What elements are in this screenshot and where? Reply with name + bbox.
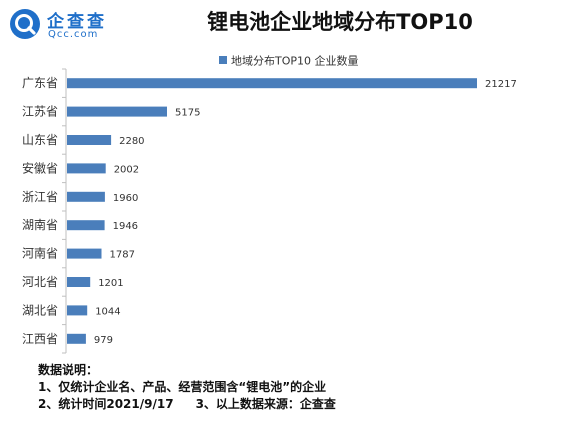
data-notes: 数据说明： 1、仅统计企业名、产品、经营范围含“锂电池”的企业 2、统计时间20… <box>38 362 336 413</box>
value-label: 1201 <box>98 278 123 289</box>
value-label: 5175 <box>175 108 200 119</box>
category-label: 浙江省 <box>22 190 58 204</box>
bar-chart: 广东省 21217 江苏省 5175 山东省 2280 安徽省 2002 浙江省 1960 湖南省 1… <box>22 68 517 354</box>
value-label: 21217 <box>485 79 517 90</box>
brand-name: 企查查 <box>47 12 107 32</box>
value-label: 2002 <box>114 164 139 175</box>
bar-江西省 <box>67 333 86 344</box>
category-label: 河北省 <box>22 275 58 289</box>
qcc-logo-icon <box>10 9 40 39</box>
category-label: 河南省 <box>22 246 58 261</box>
notes-line-2-source: 3、以上数据来源：企查查 <box>195 397 336 411</box>
category-label: 湖南省 <box>22 217 58 232</box>
notes-line-2-date: 2、统计时间2021/9/17 <box>38 397 174 411</box>
brand-domain: Qcc.com <box>48 29 99 40</box>
category-label: 广东省 <box>22 76 58 90</box>
value-label: 1960 <box>113 193 138 204</box>
notes-heading: 数据说明： <box>38 363 99 377</box>
legend-label: 地域分布TOP10 企业数量 <box>231 54 359 68</box>
category-label: 山东省 <box>22 133 58 147</box>
notes-line-1: 1、仅统计企业名、产品、经营范围含“锂电池”的企业 <box>38 380 327 394</box>
bar-山东省 <box>67 135 112 145</box>
brand-logo: 企查查 Qcc.com <box>9 5 127 43</box>
bar-安徽省 <box>67 163 106 174</box>
chart-title: 锂电池企业地域分布TOP10 <box>207 10 473 34</box>
category-label: 江西省 <box>22 332 58 346</box>
value-label: 1787 <box>110 250 135 261</box>
legend-swatch <box>219 55 227 64</box>
bar-河北省 <box>67 277 91 287</box>
notes-line-2: 2、统计时间2021/9/17 3、以上数据来源：企查查 <box>38 396 336 413</box>
bar-江苏省 <box>67 106 167 117</box>
category-label: 江苏省 <box>22 105 58 119</box>
bar-湖北省 <box>67 305 88 316</box>
value-label: 979 <box>94 335 113 346</box>
value-label: 2280 <box>119 136 144 147</box>
bar-广东省 <box>67 78 477 89</box>
category-label: 湖北省 <box>22 302 58 317</box>
value-label: 1044 <box>95 306 120 317</box>
value-label: 1946 <box>113 221 138 232</box>
bar-湖南省 <box>67 220 105 231</box>
bar-河南省 <box>67 248 102 259</box>
category-label: 安徽省 <box>22 160 58 175</box>
bar-浙江省 <box>67 191 105 202</box>
chart-legend: 地域分布TOP10 企业数量 <box>219 50 359 68</box>
